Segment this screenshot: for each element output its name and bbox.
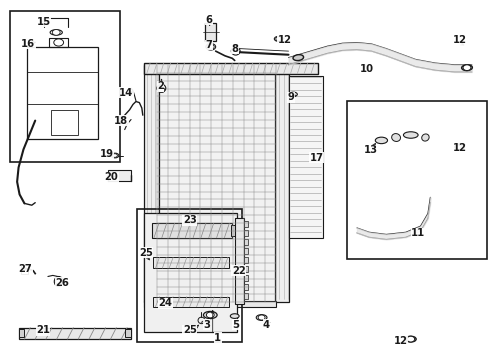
Ellipse shape: [454, 144, 464, 150]
Text: 20: 20: [104, 172, 118, 182]
Bar: [230, 225, 239, 236]
Text: 13: 13: [363, 145, 377, 156]
Text: 25: 25: [183, 325, 196, 336]
Bar: [234, 218, 244, 304]
Circle shape: [406, 336, 414, 342]
Bar: [275, 65, 288, 302]
Ellipse shape: [403, 132, 417, 138]
Ellipse shape: [292, 55, 303, 60]
Text: 9: 9: [287, 92, 294, 102]
Bar: [152, 297, 228, 307]
Bar: [152, 257, 228, 268]
Circle shape: [207, 44, 214, 49]
Text: 23: 23: [183, 215, 196, 225]
Text: 6: 6: [205, 15, 212, 25]
Text: 22: 22: [231, 266, 245, 276]
Text: 1: 1: [214, 333, 221, 343]
Ellipse shape: [230, 314, 239, 318]
Bar: [144, 213, 237, 332]
Bar: [51, 110, 78, 135]
Bar: [19, 328, 131, 339]
Bar: [27, 47, 98, 139]
Bar: [205, 23, 216, 41]
Text: 25: 25: [139, 248, 152, 258]
Text: 12: 12: [452, 143, 466, 153]
Text: 12: 12: [277, 35, 291, 45]
Text: 8: 8: [231, 44, 238, 54]
Circle shape: [158, 87, 164, 93]
Bar: [151, 223, 232, 238]
Ellipse shape: [405, 336, 415, 342]
Text: 5: 5: [232, 320, 239, 330]
Bar: [243, 230, 248, 236]
Circle shape: [54, 39, 63, 46]
Ellipse shape: [256, 315, 266, 320]
Text: 17: 17: [309, 153, 323, 163]
Circle shape: [206, 312, 214, 318]
Bar: [288, 76, 322, 238]
Bar: [243, 257, 248, 263]
Text: 15: 15: [37, 17, 51, 27]
Circle shape: [52, 30, 60, 35]
Bar: [243, 275, 248, 281]
Text: 7: 7: [205, 40, 212, 50]
Ellipse shape: [421, 134, 428, 141]
Bar: [243, 248, 248, 254]
Text: 12: 12: [393, 336, 407, 346]
Ellipse shape: [461, 65, 471, 71]
Text: 27: 27: [19, 264, 32, 274]
Bar: [10, 11, 120, 162]
Bar: [107, 170, 131, 181]
Text: 24: 24: [158, 298, 172, 308]
Ellipse shape: [375, 137, 387, 144]
Ellipse shape: [391, 134, 400, 141]
Bar: [346, 101, 486, 259]
Bar: [144, 65, 159, 302]
Bar: [19, 329, 24, 337]
Circle shape: [462, 65, 470, 71]
Circle shape: [455, 144, 462, 149]
Circle shape: [112, 154, 117, 157]
Bar: [243, 266, 248, 272]
Text: 18: 18: [114, 116, 128, 126]
Text: 19: 19: [100, 149, 113, 159]
Text: 3: 3: [203, 320, 209, 330]
Bar: [243, 221, 248, 227]
Text: 16: 16: [21, 39, 35, 49]
Ellipse shape: [54, 276, 63, 287]
Bar: [49, 38, 68, 47]
Bar: [144, 301, 276, 307]
Circle shape: [258, 315, 264, 320]
Circle shape: [275, 37, 281, 41]
Circle shape: [55, 279, 62, 284]
Ellipse shape: [203, 311, 217, 319]
Bar: [157, 65, 276, 302]
Bar: [125, 329, 131, 337]
Bar: [243, 293, 248, 299]
Text: 14: 14: [119, 88, 133, 98]
Text: 4: 4: [263, 320, 269, 330]
Bar: [243, 239, 248, 245]
Text: 12: 12: [452, 35, 466, 45]
Text: 21: 21: [36, 325, 50, 336]
Bar: [243, 284, 248, 290]
Text: 11: 11: [410, 228, 425, 238]
Bar: [137, 209, 242, 342]
Bar: [20, 265, 28, 274]
Text: 10: 10: [359, 64, 373, 74]
Text: 26: 26: [56, 278, 69, 288]
Text: 2: 2: [157, 81, 163, 91]
Bar: [144, 63, 317, 74]
